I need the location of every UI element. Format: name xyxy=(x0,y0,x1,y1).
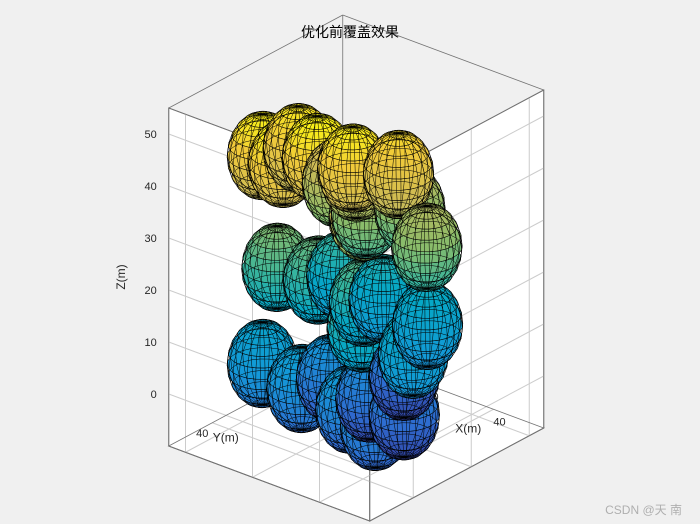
watermark-text: CSDN @天 南 xyxy=(605,501,682,518)
svg-text:40: 40 xyxy=(493,416,505,428)
plot-title: 优化前覆盖效果 xyxy=(0,22,700,42)
sphere xyxy=(392,281,463,370)
svg-text:30: 30 xyxy=(145,233,157,245)
svg-text:0: 0 xyxy=(151,389,157,401)
svg-text:Z(m): Z(m) xyxy=(114,264,128,289)
figure-canvas: 020400204001020304050X(m)Y(m)Z(m) 优化前覆盖效… xyxy=(0,0,700,524)
svg-text:X(m): X(m) xyxy=(455,422,481,436)
svg-text:20: 20 xyxy=(145,285,157,297)
svg-text:40: 40 xyxy=(196,428,208,440)
svg-text:50: 50 xyxy=(145,129,157,141)
axes-3d: 020400204001020304050X(m)Y(m)Z(m) xyxy=(0,0,700,524)
svg-text:10: 10 xyxy=(145,337,157,349)
svg-text:40: 40 xyxy=(145,181,157,193)
svg-text:Y(m): Y(m) xyxy=(213,431,239,445)
sphere xyxy=(391,203,462,292)
